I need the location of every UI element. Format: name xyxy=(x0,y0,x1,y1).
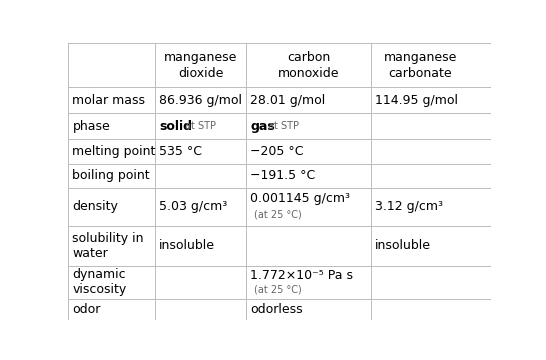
Text: melting point: melting point xyxy=(73,145,156,158)
Text: dynamic
viscosity: dynamic viscosity xyxy=(73,269,127,297)
Text: carbon
monoxide: carbon monoxide xyxy=(277,51,339,80)
Text: 1.772×10⁻⁵ Pa s: 1.772×10⁻⁵ Pa s xyxy=(250,269,353,282)
Text: odorless: odorless xyxy=(250,303,303,316)
Text: −191.5 °C: −191.5 °C xyxy=(250,170,316,183)
Text: gas: gas xyxy=(250,120,275,133)
Text: 114.95 g/mol: 114.95 g/mol xyxy=(375,94,458,107)
Text: (at 25 °C): (at 25 °C) xyxy=(254,284,302,294)
Text: (at 25 °C): (at 25 °C) xyxy=(254,210,302,220)
Text: manganese
dioxide: manganese dioxide xyxy=(164,51,237,80)
Text: 28.01 g/mol: 28.01 g/mol xyxy=(250,94,325,107)
Text: insoluble: insoluble xyxy=(375,239,431,252)
Text: manganese
carbonate: manganese carbonate xyxy=(384,51,457,80)
Text: solid: solid xyxy=(159,120,192,133)
Text: insoluble: insoluble xyxy=(159,239,215,252)
Text: 0.001145 g/cm³: 0.001145 g/cm³ xyxy=(250,192,350,205)
Text: solubility in
water: solubility in water xyxy=(73,232,144,260)
Text: odor: odor xyxy=(73,303,101,316)
Text: boiling point: boiling point xyxy=(73,170,150,183)
Text: at STP: at STP xyxy=(268,121,299,131)
Text: phase: phase xyxy=(73,120,110,133)
Text: 3.12 g/cm³: 3.12 g/cm³ xyxy=(375,200,443,213)
Text: 535 °C: 535 °C xyxy=(159,145,202,158)
Text: 5.03 g/cm³: 5.03 g/cm³ xyxy=(159,200,228,213)
Text: density: density xyxy=(73,200,118,213)
Text: molar mass: molar mass xyxy=(73,94,145,107)
Text: 86.936 g/mol: 86.936 g/mol xyxy=(159,94,242,107)
Text: at STP: at STP xyxy=(185,121,216,131)
Text: −205 °C: −205 °C xyxy=(250,145,304,158)
